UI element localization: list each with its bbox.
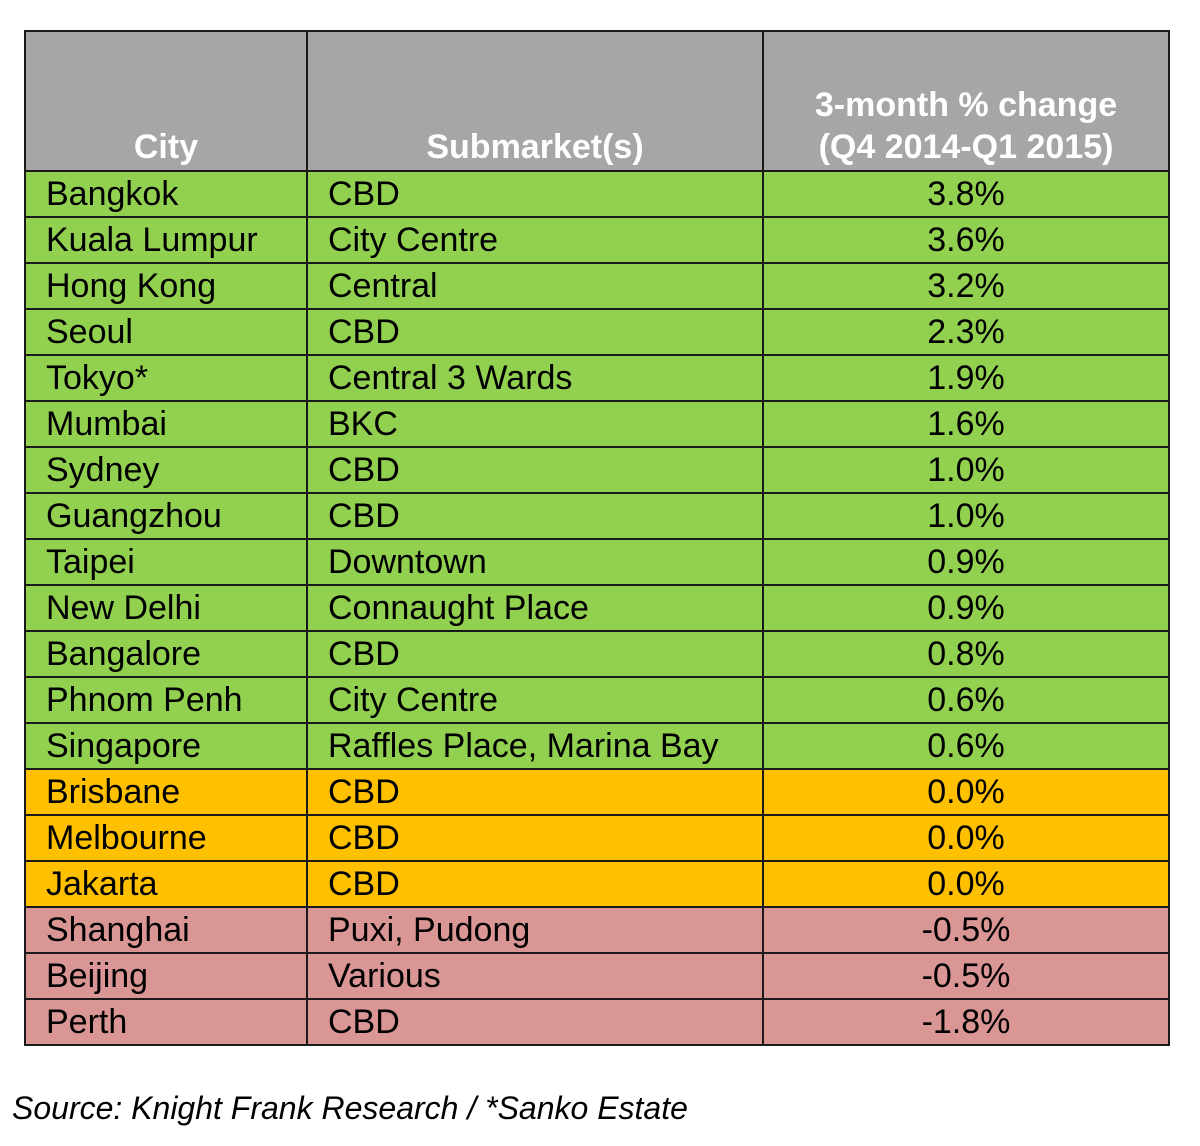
cell-submarket: CBD [306,308,764,356]
table-row: Melbourne CBD 0.0% [24,814,1170,862]
table-row: Seoul CBD 2.3% [24,308,1170,356]
cell-city: Mumbai [24,400,308,448]
rental-change-table-container: City Submarket(s) 3-month % change (Q4 2… [24,30,1170,1046]
header-change: 3-month % change (Q4 2014-Q1 2015) [762,30,1170,172]
cell-city: Beijing [24,952,308,1000]
cell-submarket: Central 3 Wards [306,354,764,402]
header-city: City [24,30,308,172]
cell-city: Bangalore [24,630,308,678]
table-row: Shanghai Puxi, Pudong -0.5% [24,906,1170,954]
cell-submarket: CBD [306,814,764,862]
cell-change-value: 0.6% [762,676,1170,724]
header-change-period: (Q4 2014-Q1 2015) [818,128,1114,166]
table-row: Sydney CBD 1.0% [24,446,1170,494]
cell-change-value: 1.6% [762,400,1170,448]
cell-change-value: 0.0% [762,768,1170,816]
cell-city: Tokyo* [24,354,308,402]
cell-submarket: CBD [306,998,764,1046]
table-row: Hong Kong Central 3.2% [24,262,1170,310]
cell-submarket: Connaught Place [306,584,764,632]
cell-change-value: -0.5% [762,906,1170,954]
table-row: Kuala Lumpur City Centre 3.6% [24,216,1170,264]
cell-submarket: Raffles Place, Marina Bay [306,722,764,770]
cell-city: Jakarta [24,860,308,908]
source-note: Source: Knight Frank Research / *Sanko E… [12,1090,688,1126]
cell-city: Hong Kong [24,262,308,310]
cell-change-value: 3.6% [762,216,1170,264]
cell-city: Kuala Lumpur [24,216,308,264]
header-city-label: City [133,128,199,166]
table-row: Taipei Downtown 0.9% [24,538,1170,586]
cell-submarket: BKC [306,400,764,448]
table-row: Tokyo* Central 3 Wards 1.9% [24,354,1170,402]
cell-change-value: 3.8% [762,170,1170,218]
table-row: Brisbane CBD 0.0% [24,768,1170,816]
cell-city: Seoul [24,308,308,356]
rental-change-table: City Submarket(s) 3-month % change (Q4 2… [24,30,1170,1046]
cell-city: Taipei [24,538,308,586]
cell-submarket: CBD [306,492,764,540]
header-submarket-label: Submarket(s) [426,128,644,166]
cell-city: Sydney [24,446,308,494]
cell-submarket: Various [306,952,764,1000]
table-row: Bangkok CBD 3.8% [24,170,1170,218]
cell-change-value: 1.0% [762,446,1170,494]
cell-city: New Delhi [24,584,308,632]
cell-submarket: CBD [306,630,764,678]
table-row: New Delhi Connaught Place 0.9% [24,584,1170,632]
cell-change-value: 0.0% [762,860,1170,908]
cell-change-value: -0.5% [762,952,1170,1000]
cell-city: Brisbane [24,768,308,816]
cell-submarket: City Centre [306,676,764,724]
table-row: Guangzhou CBD 1.0% [24,492,1170,540]
cell-city: Singapore [24,722,308,770]
cell-change-value: 1.9% [762,354,1170,402]
table-row: Mumbai BKC 1.6% [24,400,1170,448]
table-row: Jakarta CBD 0.0% [24,860,1170,908]
cell-submarket: Puxi, Pudong [306,906,764,954]
table-body: Bangkok CBD 3.8% Kuala Lumpur City Centre 3.6… [24,170,1170,1046]
cell-submarket: CBD [306,860,764,908]
cell-change-value: 2.3% [762,308,1170,356]
table-row: Singapore Raffles Place, Marina Bay 0.6% [24,722,1170,770]
cell-submarket: CBD [306,768,764,816]
cell-submarket: City Centre [306,216,764,264]
table-row: Perth CBD -1.8% [24,998,1170,1046]
cell-change-value: 0.0% [762,814,1170,862]
cell-submarket: CBD [306,446,764,494]
cell-city: Melbourne [24,814,308,862]
cell-city: Bangkok [24,170,308,218]
cell-submarket: CBD [306,170,764,218]
cell-city: Shanghai [24,906,308,954]
cell-change-value: 0.9% [762,584,1170,632]
table-row: Phnom Penh City Centre 0.6% [24,676,1170,724]
cell-change-value: 3.2% [762,262,1170,310]
cell-change-value: 0.9% [762,538,1170,586]
table-row: Beijing Various -0.5% [24,952,1170,1000]
cell-city: Perth [24,998,308,1046]
cell-change-value: 0.8% [762,630,1170,678]
cell-change-value: 1.0% [762,492,1170,540]
cell-change-value: 0.6% [762,722,1170,770]
header-submarket: Submarket(s) [306,30,764,172]
cell-city: Guangzhou [24,492,308,540]
cell-change-value: -1.8% [762,998,1170,1046]
cell-submarket: Central [306,262,764,310]
header-row: City Submarket(s) 3-month % change (Q4 2… [24,30,1170,172]
cell-submarket: Downtown [306,538,764,586]
cell-city: Phnom Penh [24,676,308,724]
table-row: Bangalore CBD 0.8% [24,630,1170,678]
header-change-label: 3-month % change [814,86,1118,124]
